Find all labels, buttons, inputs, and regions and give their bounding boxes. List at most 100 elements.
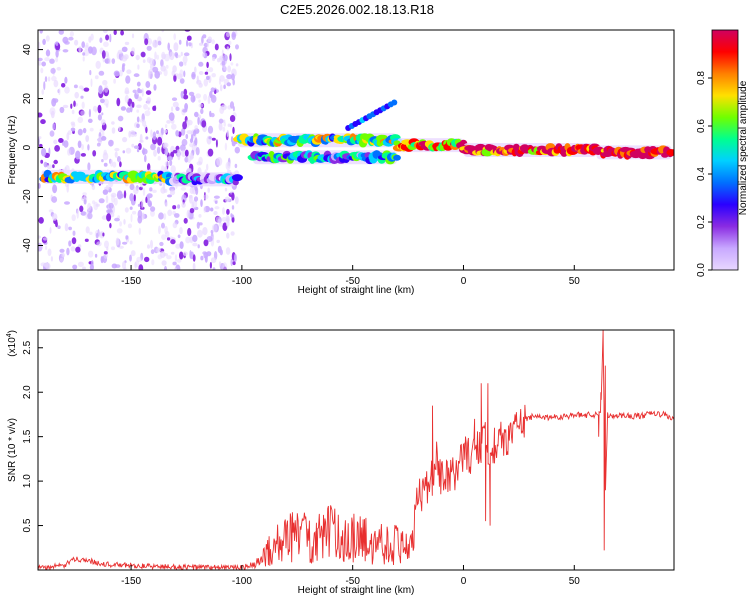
spectrogram-noise-cell <box>183 52 190 57</box>
spectrogram-noise-cell <box>226 74 233 80</box>
spectrogram-noise-cell <box>203 78 209 87</box>
spectrogram-noise-cell <box>207 95 211 105</box>
spectrogram-noise-cell <box>113 78 116 84</box>
spectrogram-noise-cell <box>137 143 142 150</box>
spectrogram-noise-cell <box>192 130 196 137</box>
spectrogram-noise-cell <box>226 31 230 38</box>
spectrogram-panel: -150 -100 -50 0 50 -40 -20 0 20 40 Height of str… <box>7 29 675 296</box>
spectrogram-noise-cell <box>194 137 198 146</box>
spectrogram-noise-cell <box>173 33 176 41</box>
spectrogram-noise-cell <box>114 217 120 222</box>
snr-y-tick-label: 1.5 <box>22 429 33 443</box>
spectrogram-noise-cell <box>122 150 126 154</box>
spectrogram-noise-cell <box>179 241 184 250</box>
spectrogram-noise-cell <box>164 124 168 129</box>
spectrogram-noise-cell <box>202 52 206 58</box>
spectrogram-noise-cell <box>98 70 105 76</box>
spectrogram-noise-cell <box>171 123 177 130</box>
spectrogram-noise-cell <box>211 73 216 78</box>
spectrogram-echo-cell <box>391 99 398 106</box>
spectrogram-noise-cell <box>182 121 188 130</box>
spectrogram-noise-cell <box>82 192 87 196</box>
spectrogram-noise-cell <box>52 123 56 130</box>
spectrogram-noise-cell <box>161 222 165 229</box>
spectrogram-noise-cell <box>198 61 204 67</box>
spectrogram-noise-cell <box>103 251 108 255</box>
spectrogram-noise-cell <box>118 245 124 249</box>
spectrogram-noise-cell <box>118 126 121 132</box>
spectrogram-noise-cell <box>52 213 58 221</box>
spectrogram-noise-cell <box>192 234 198 242</box>
spectrogram-noise-cell <box>124 207 129 213</box>
spectrogram-noise-cell <box>214 43 219 51</box>
spectrogram-x-tick-label: -100 <box>232 276 252 287</box>
spectrogram-noise-cell <box>46 164 53 170</box>
spectrogram-noise-cell <box>203 93 208 101</box>
spectrogram-noise-cell <box>119 193 124 199</box>
spectrogram-noise-cell <box>97 114 102 121</box>
spectrogram-noise-cell <box>43 161 48 168</box>
snr-y-tick-label: 1.0 <box>22 474 33 488</box>
spectrogram-noise-cell <box>139 118 145 123</box>
spectrogram-noise-cell <box>53 159 58 165</box>
spectrogram-noise-cell <box>230 62 234 66</box>
spectrogram-noise-cell <box>223 84 226 90</box>
spectrogram-noise-cell <box>209 110 212 118</box>
spectrogram-noise-cell <box>63 140 69 148</box>
spectrogram-noise-cell <box>71 109 75 115</box>
spectrogram-noise-cell <box>198 156 203 165</box>
spectrogram-noise-cell <box>174 72 179 77</box>
spectrogram-noise-cell <box>141 88 144 97</box>
spectrogram-noise-cell <box>172 261 177 266</box>
spectrogram-noise-cell <box>223 122 226 127</box>
spectrogram-noise-cell <box>179 61 184 67</box>
spectrogram-noise-cell <box>145 126 148 134</box>
spectrogram-noise-cell <box>87 212 93 220</box>
spectrogram-noise-cell <box>188 194 193 199</box>
spectrogram-noise-cell <box>87 118 93 124</box>
spectrogram-x-axis: -150 -100 -50 0 50 <box>121 265 580 287</box>
spectrogram-noise-cell <box>221 60 226 66</box>
spectrogram-noise-cell <box>40 262 46 267</box>
colorbar-gradient <box>711 29 739 271</box>
spectrogram-noise-cell <box>85 135 90 142</box>
spectrogram-noise-cell <box>189 250 192 259</box>
spectrogram-noise-cell <box>170 251 175 255</box>
spectrogram-noise-cell <box>181 138 188 147</box>
spectrogram-noise-cell <box>166 255 172 260</box>
spectrogram-noise-cell <box>170 151 175 158</box>
spectrogram-noise-cell <box>139 133 143 143</box>
spectrogram-y-tick-label: -20 <box>22 189 33 204</box>
spectrogram-noise-cell <box>177 234 181 239</box>
snr-y-tick-label: 2.0 <box>22 385 33 399</box>
spectrogram-noise-cell <box>104 85 109 93</box>
spectrogram-x-tick-label: -150 <box>121 276 141 287</box>
spectrogram-noise-cell <box>105 195 109 204</box>
spectrogram-noise-cell <box>164 53 170 62</box>
spectrogram-noise-cell <box>152 66 159 73</box>
spectrogram-noise-cell <box>219 249 223 256</box>
spectrogram-noise-cell <box>160 65 166 72</box>
spectrogram-noise-cell <box>66 247 70 256</box>
spectrogram-noise-cell <box>207 187 210 193</box>
spectrogram-noise-cell <box>53 139 58 145</box>
spectrogram-noise-cell <box>230 136 234 143</box>
spectrogram-noise-cell <box>94 75 99 80</box>
spectrogram-noise-cell <box>80 95 84 99</box>
spectrogram-noise-cell <box>52 164 55 169</box>
snr-frame <box>37 329 675 571</box>
spectrogram-noise-cell <box>170 165 176 173</box>
spectrogram-noise-cell <box>200 255 204 261</box>
spectrogram-noise-cell <box>50 110 55 119</box>
spectrogram-noise-cell <box>210 207 214 212</box>
spectrogram-noise-cell <box>122 136 128 143</box>
spectrogram-noise-cell <box>71 237 77 245</box>
spectrogram-noise-cell <box>136 81 141 87</box>
spectrogram-y-tick-label: 20 <box>22 93 33 105</box>
spectrogram-noise-cell <box>161 30 165 33</box>
spectrogram-noise-cell <box>174 213 180 218</box>
spectrogram-noise-cell <box>152 105 156 111</box>
spectrogram-noise-cell <box>211 39 216 45</box>
spectrogram-noise-cell <box>201 36 204 45</box>
spectrogram-noise-cell <box>116 228 123 234</box>
